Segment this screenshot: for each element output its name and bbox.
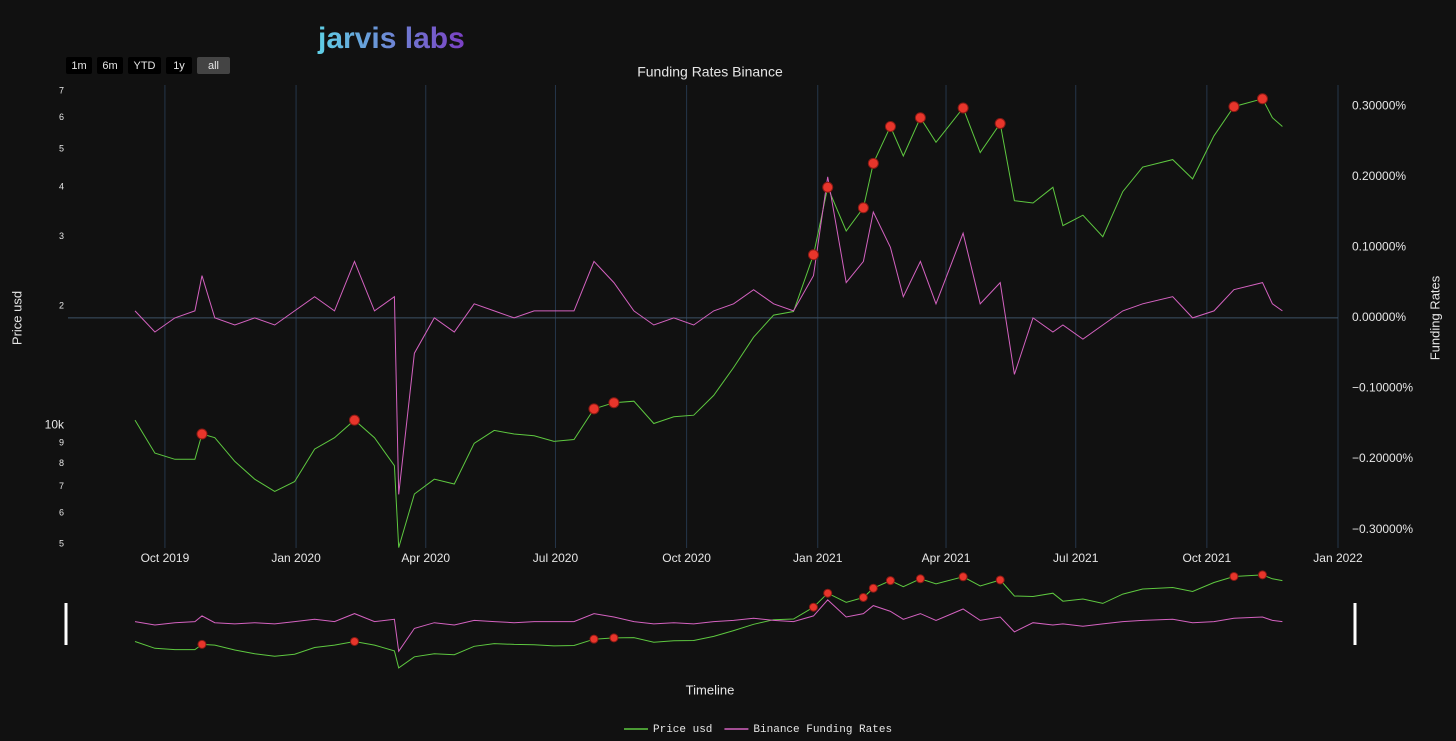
range-button-label[interactable]: 1m [71,60,86,72]
highlight-marker [1229,571,1239,581]
y-tick-label: 10k [45,417,65,431]
y2-tick-label: −0.30000% [1352,522,1413,536]
highlight-marker [1256,93,1268,105]
range-button-label[interactable]: all [208,60,219,72]
highlight-marker [589,634,599,644]
y-axis-title: Price usd [9,291,24,345]
highlight-marker [857,202,869,214]
y-tick-label: 6 [59,507,64,517]
highlight-marker [823,588,833,598]
y-tick-label: 3 [59,231,64,241]
x-tick-label: Jan 2021 [793,551,843,565]
range-button-bg[interactable] [66,57,92,74]
y-tick-label: 7 [59,481,64,491]
range-button[interactable]: all [197,57,230,74]
y-tick-label: 2 [59,301,64,311]
y2-tick-label: 0.30000% [1352,98,1406,112]
legend-label: Price usd [653,724,712,736]
x-tick-label: Jul 2020 [533,551,579,565]
series-line [134,599,1283,653]
x-tick-label: Apr 2021 [922,551,971,565]
highlight-marker [197,639,207,649]
y-tick-label: 5 [59,539,64,549]
range-button[interactable]: 6m [97,57,123,74]
range-button-label[interactable]: YTD [134,60,156,72]
range-button-bg[interactable] [166,57,192,74]
x-tick-label: Jan 2020 [271,551,321,565]
x-tick-label: Oct 2019 [141,551,190,565]
highlight-marker [822,181,834,193]
highlight-marker [1257,570,1267,580]
y2-tick-label: 0.10000% [1352,240,1406,254]
range-button[interactable]: YTD [128,57,161,74]
highlight-marker [196,428,208,440]
highlight-marker [867,157,879,169]
range-button[interactable]: 1m [66,57,92,74]
highlight-marker [914,112,926,124]
x-tick-label: Apr 2020 [401,551,450,565]
highlight-marker [588,403,600,415]
x-tick-label: Jan 2022 [1313,551,1363,565]
y-tick-label: 6 [59,112,64,122]
range-button-bg[interactable] [97,57,123,74]
y-tick-label: 9 [59,438,64,448]
range-button-label[interactable]: 6m [102,60,117,72]
y2-axis-title: Funding Rates [1427,275,1442,360]
x-tick-label: Jul 2021 [1053,551,1099,565]
series-line [134,98,1283,548]
highlight-marker [807,249,819,261]
highlight-marker [915,574,925,584]
range-button-bg[interactable] [128,57,161,74]
logo: jarvis labs [317,22,465,55]
highlight-marker [348,414,360,426]
y2-tick-label: 0.00000% [1352,310,1406,324]
series-line [134,176,1283,495]
x-tick-label: Oct 2021 [1183,551,1232,565]
series-line [134,574,1283,669]
highlight-marker [884,121,896,133]
range-button[interactable]: 1y [166,57,192,74]
y-tick-label: 7 [59,86,64,96]
highlight-marker [858,592,868,602]
highlight-marker [994,118,1006,130]
highlight-marker [868,583,878,593]
range-button-label[interactable]: 1y [173,60,185,72]
y2-tick-label: −0.20000% [1352,451,1413,465]
range-button-bg[interactable] [197,57,230,74]
x-axis-title: Timeline [686,682,735,697]
highlight-marker [958,572,968,582]
y-tick-label: 8 [59,458,64,468]
highlight-marker [885,576,895,586]
y2-tick-label: −0.10000% [1352,381,1413,395]
highlight-marker [995,575,1005,585]
legend-label: Binance Funding Rates [753,724,892,736]
x-tick-label: Oct 2020 [662,551,711,565]
highlight-marker [808,602,818,612]
y2-tick-label: 0.20000% [1352,169,1406,183]
highlight-marker [957,102,969,114]
highlight-marker [1228,101,1240,113]
chart-title: Funding Rates Binance [637,64,783,80]
y-tick-label: 5 [59,143,64,153]
highlight-marker [608,397,620,409]
highlight-marker [609,633,619,643]
y-tick-label: 4 [59,182,64,192]
highlight-marker [349,636,359,646]
